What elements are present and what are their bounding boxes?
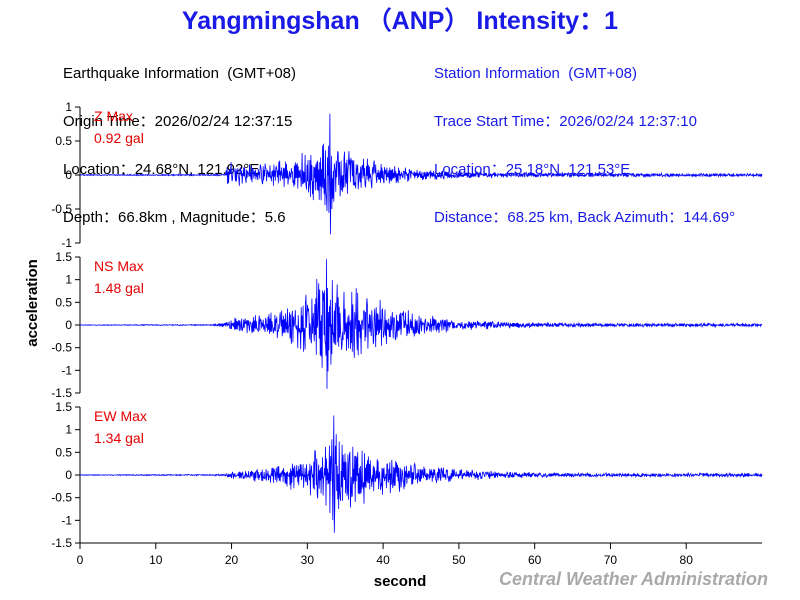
ew-y-tick-label: 1 [65, 423, 72, 437]
x-tick-label: 0 [77, 553, 84, 567]
ew-max-value: 1.34 gal [94, 430, 144, 446]
ew-y-tick-label: 0 [65, 468, 72, 482]
ns-y-tick-label: 1 [65, 273, 72, 287]
epicenter-location: Location：24.68°N, 121.92°E [63, 161, 260, 178]
ew-y-tick-label: 0.5 [55, 445, 72, 459]
z-max-value: 0.92 gal [94, 130, 144, 146]
ns-y-tick-label: 0 [65, 318, 72, 332]
x-tick-label: 30 [301, 553, 315, 567]
distance-azimuth: Distance：68.25 km, Back Azimuth：144.69° [434, 209, 736, 226]
z-y-tick-label: 0 [65, 168, 72, 182]
ns-y-tick-label: 0.5 [55, 295, 72, 309]
depth-magnitude: Depth：66.8km , Magnitude：5.6 [63, 209, 286, 226]
ew-max-label: EW Max [94, 408, 147, 424]
x-axis-title: second [374, 573, 427, 590]
z-max-label: Z Max [94, 108, 133, 124]
y-axis-title: acceleration [24, 259, 41, 347]
ns-y-tick-label: -1.5 [51, 386, 72, 400]
earthquake-info-heading: Earthquake Information (GMT+08) [63, 65, 297, 82]
x-tick-label: 70 [604, 553, 618, 567]
x-tick-label: 50 [452, 553, 466, 567]
ew-y-tick-label: -1 [61, 513, 72, 527]
x-tick-label: 80 [680, 553, 694, 567]
z-y-tick-label: -0.5 [51, 202, 72, 216]
earthquake-info: Earthquake Information (GMT+08) Origin T… [63, 34, 296, 242]
ew-y-tick-label: -0.5 [51, 491, 72, 505]
x-tick-label: 10 [149, 553, 163, 567]
z-waveform [79, 113, 763, 235]
ew-waveform [79, 415, 763, 533]
x-tick-label: 20 [225, 553, 239, 567]
origin-time: Origin Time：2026/02/24 12:37:15 [63, 113, 293, 130]
chart-title: Yangmingshan （ANP） Intensity：1 [181, 7, 619, 35]
ns-max-value: 1.48 gal [94, 280, 144, 296]
x-tick-label: 40 [376, 553, 390, 567]
ns-y-tick-label: 1.5 [55, 250, 72, 264]
ns-y-tick-label: -0.5 [51, 341, 72, 355]
z-y-tick-label: 1 [65, 100, 72, 114]
ns-waveform [79, 259, 763, 389]
ns-max-label: NS Max [94, 258, 144, 274]
ns-y-tick-label: -1 [61, 363, 72, 377]
trace-start-time: Trace Start Time：2026/02/24 12:37:10 [434, 113, 697, 130]
z-y-tick-label: -1 [61, 236, 72, 250]
station-info-heading: Station Information (GMT+08) [434, 65, 637, 82]
agency-credit: Central Weather Administration [498, 569, 768, 589]
ew-y-tick-label: 1.5 [55, 400, 72, 414]
z-y-tick-label: 0.5 [55, 134, 72, 148]
x-tick-label: 60 [528, 553, 542, 567]
ew-y-tick-label: -1.5 [51, 536, 72, 550]
